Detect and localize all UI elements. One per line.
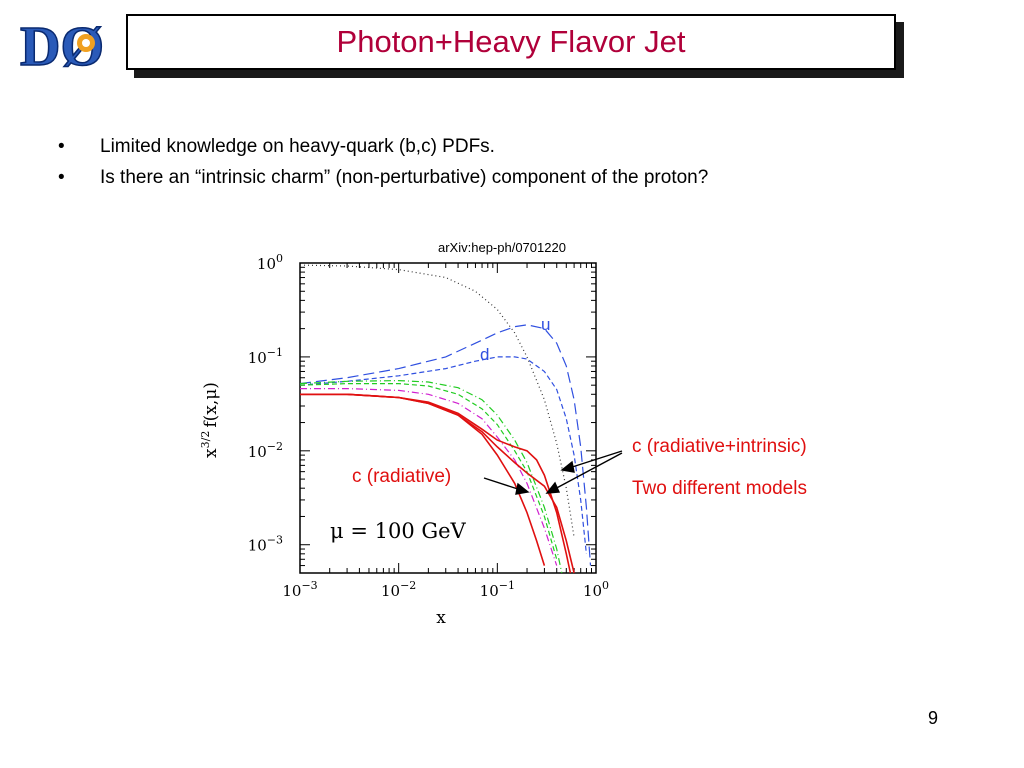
curve-8 bbox=[300, 393, 575, 574]
axis-ticks bbox=[299, 262, 597, 574]
y-axis-label-func: f(x,μ) bbox=[201, 382, 221, 428]
annotation-radiative-intrinsic: c (radiative+intrinsic) bbox=[632, 436, 807, 457]
curve-0 bbox=[299, 324, 592, 566]
curve-5 bbox=[300, 388, 558, 566]
d0-logo: DØ bbox=[18, 15, 113, 72]
arrow-head-icon bbox=[515, 482, 530, 495]
mu-annotation: μ = 100 GeV bbox=[330, 519, 467, 543]
x-tick-labels: 10−3 10−2 10−1 100 bbox=[282, 579, 609, 600]
tick-label: 10−3 bbox=[248, 534, 283, 555]
x-axis-label: x bbox=[436, 608, 446, 628]
tick-label: 100 bbox=[257, 252, 283, 273]
y-axis-label-sup: 3/2 bbox=[199, 431, 212, 449]
bullet-item: • Is there an “intrinsic charm” (non-per… bbox=[58, 167, 958, 189]
svg-text:x3/2f(x,μ): x3/2 f(x,μ) bbox=[199, 382, 221, 458]
arrow-intrinsic-1 bbox=[565, 450, 623, 470]
tick-label: 10−1 bbox=[480, 579, 515, 600]
bullet-text: Limited knowledge on heavy-quark (b,c) P… bbox=[100, 136, 495, 157]
curve-1 bbox=[299, 356, 587, 554]
y-tick-labels: 100 10−1 10−2 10−3 bbox=[248, 252, 283, 555]
curves bbox=[299, 264, 592, 574]
tick-label: 100 bbox=[583, 579, 609, 600]
bullet-item: • Limited knowledge on heavy-quark (b,c)… bbox=[58, 136, 958, 158]
arrow-intrinsic-2 bbox=[550, 452, 623, 492]
tick-label: 10−1 bbox=[248, 346, 283, 367]
tick-label: 10−2 bbox=[248, 440, 283, 461]
source-citation: arXiv:hep-ph/0701220 bbox=[438, 240, 566, 255]
bullet-marker: • bbox=[58, 167, 65, 188]
label-d: d bbox=[480, 345, 489, 364]
label-u: u bbox=[541, 315, 550, 334]
annotation-models: Two different models bbox=[632, 478, 807, 499]
curve-4 bbox=[299, 383, 558, 560]
page-number: 9 bbox=[927, 708, 938, 728]
title-box: Photon+Heavy Flavor Jet bbox=[126, 14, 896, 70]
tick-label: 10−2 bbox=[381, 579, 416, 600]
slide-title: Photon+Heavy Flavor Jet bbox=[336, 24, 686, 59]
annotation-arrows bbox=[483, 450, 623, 495]
y-axis-label: x3/2 f(x,μ) bbox=[199, 382, 221, 458]
plot-frame bbox=[299, 262, 597, 574]
bullet-list: • Limited knowledge on heavy-quark (b,c)… bbox=[58, 136, 958, 198]
annotation-radiative: c (radiative) bbox=[352, 466, 452, 487]
curve-3 bbox=[299, 379, 563, 574]
tick-label: 10−3 bbox=[282, 579, 317, 600]
curve-2 bbox=[299, 264, 575, 538]
bullet-marker: • bbox=[58, 136, 65, 157]
y-axis-label-var: x bbox=[201, 448, 221, 458]
arrow-head-icon bbox=[545, 481, 561, 494]
bullet-text: Is there an “intrinsic charm” (non-pertu… bbox=[100, 167, 709, 188]
arrow-head-icon bbox=[560, 460, 575, 473]
